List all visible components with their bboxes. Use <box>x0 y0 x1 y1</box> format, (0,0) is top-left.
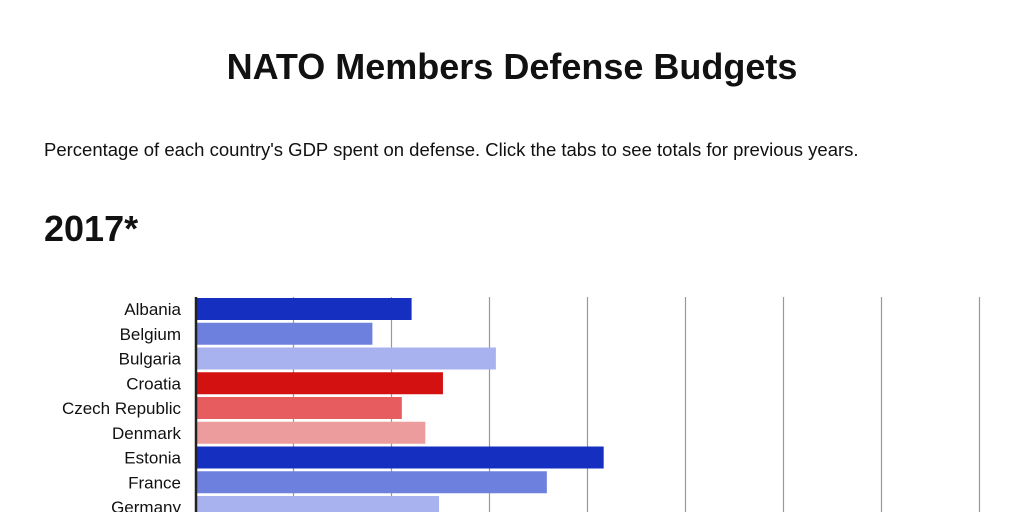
category-label: Belgium <box>120 325 181 344</box>
category-label: Denmark <box>112 424 181 443</box>
category-label: Croatia <box>126 374 181 393</box>
bar-bulgaria[interactable] <box>196 347 496 370</box>
page-title: NATO Members Defense Budgets <box>226 46 798 87</box>
bar-france[interactable] <box>196 471 547 494</box>
bar-croatia[interactable] <box>196 372 443 395</box>
category-label: Albania <box>124 300 181 319</box>
bar-czech-republic[interactable] <box>196 397 402 419</box>
category-label: France <box>128 473 181 492</box>
bar-estonia[interactable] <box>196 446 604 469</box>
bar-germany[interactable] <box>196 496 440 512</box>
bar-belgium[interactable] <box>196 322 373 345</box>
bar-denmark[interactable] <box>196 421 426 444</box>
category-label: Germany <box>111 498 181 512</box>
category-label: Bulgaria <box>119 350 182 369</box>
category-label: Estonia <box>124 449 181 468</box>
page-subtitle: Percentage of each country's GDP spent o… <box>44 139 859 160</box>
year-heading: 2017* <box>44 208 139 249</box>
category-label: Czech Republic <box>62 399 182 418</box>
bar-albania[interactable] <box>196 298 412 320</box>
